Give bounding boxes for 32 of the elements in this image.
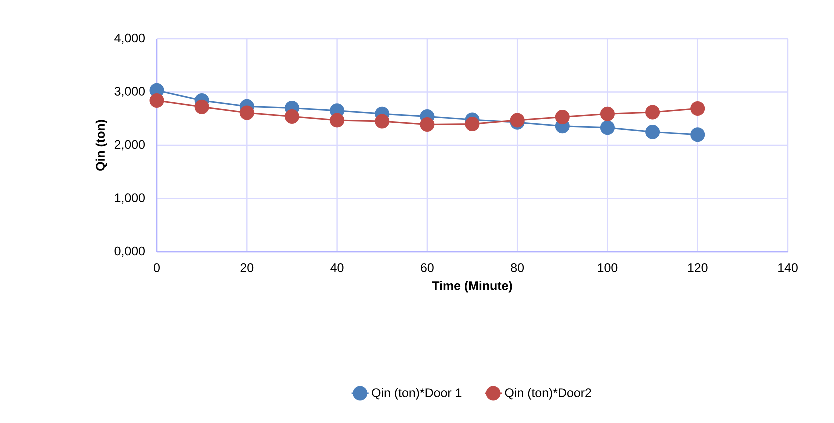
y-tick-label: 0,000 xyxy=(114,246,145,258)
point xyxy=(600,106,615,122)
point xyxy=(194,100,210,114)
x-axis-title: Time (Minute) xyxy=(432,281,512,293)
x-tick-label: 0 xyxy=(154,264,160,272)
y-tick-label: 4,000 xyxy=(114,34,145,44)
legend-label: Qin (ton)*Door2 xyxy=(505,388,592,400)
point xyxy=(284,109,300,124)
x-tick-label: 120 xyxy=(688,264,708,272)
point xyxy=(330,113,345,128)
legend-label: Qin (ton)*Door 1 xyxy=(372,388,462,400)
point xyxy=(646,105,660,120)
x-tick-label: 40 xyxy=(330,264,344,272)
x-tick-label: 20 xyxy=(240,264,254,272)
point xyxy=(646,124,660,140)
point xyxy=(375,114,390,129)
y-tick-label: 2,000 xyxy=(114,140,145,151)
point xyxy=(240,106,254,120)
point xyxy=(555,110,570,125)
point xyxy=(600,120,615,136)
point xyxy=(150,94,164,108)
x-tick-label: 140 xyxy=(778,264,798,272)
x-tick-label: 100 xyxy=(598,264,618,272)
point xyxy=(420,117,435,132)
point xyxy=(690,128,706,142)
y-tick-label: 3,000 xyxy=(114,87,145,98)
x-tick-label: 60 xyxy=(421,264,434,272)
y-axis-title: Qin (ton) xyxy=(96,120,108,171)
point xyxy=(690,102,706,116)
x-tick-label: 80 xyxy=(511,264,524,272)
point xyxy=(465,116,480,132)
y-tick-label: 1,000 xyxy=(115,194,145,204)
